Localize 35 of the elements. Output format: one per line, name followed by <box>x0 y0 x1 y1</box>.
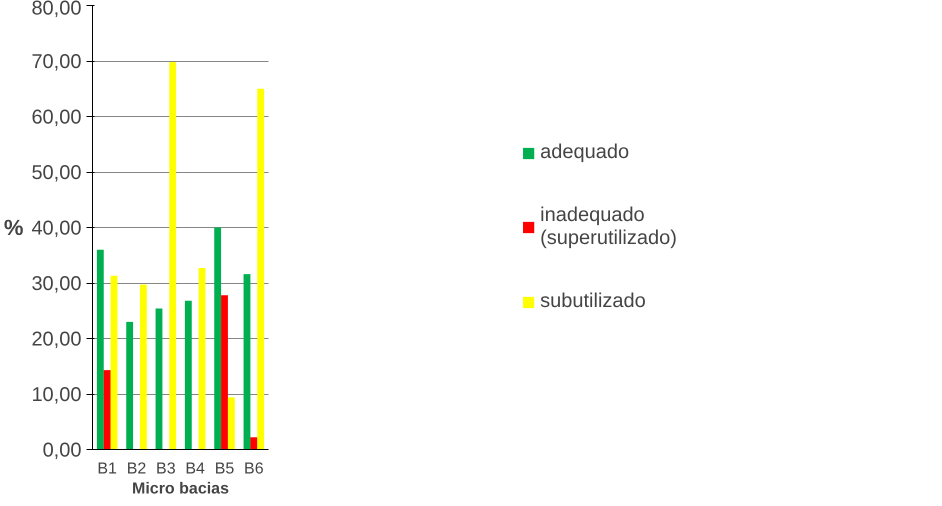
bar <box>198 268 206 450</box>
y-tick-label: 0,00 <box>42 440 82 462</box>
legend-label: adequado <box>540 141 630 164</box>
y-tick-label: 60,00 <box>31 106 82 128</box>
y-tick-label: 80,00 <box>31 0 82 20</box>
bar <box>184 300 192 450</box>
y-tick-label: 30,00 <box>31 273 82 295</box>
bar <box>214 228 222 450</box>
bar <box>250 437 258 450</box>
bar <box>96 250 104 450</box>
x-tick-label: B5 <box>214 460 234 478</box>
y-tick-label: 70,00 <box>31 51 82 73</box>
bar <box>169 62 176 450</box>
x-tick-label: B6 <box>244 460 264 478</box>
x-tick-label: B3 <box>156 460 176 478</box>
bar <box>104 370 111 450</box>
bar <box>140 284 147 450</box>
bar <box>257 88 264 450</box>
x-tick-label: B2 <box>126 460 146 478</box>
y-tick-label: 50,00 <box>31 162 82 184</box>
bar <box>110 276 118 450</box>
bar <box>126 322 134 450</box>
bar <box>156 308 162 450</box>
legend-label: subutilizado <box>540 290 646 313</box>
y-tick-label: 40,00 <box>31 218 82 240</box>
y-axis-title: % <box>4 215 24 240</box>
legend-label: inadequado (superutilizado) <box>540 204 677 250</box>
y-tick-label: 10,00 <box>31 384 82 406</box>
bar <box>244 274 250 450</box>
x-axis-title: Micro bacias <box>132 480 230 498</box>
bar <box>228 397 235 450</box>
y-tick-label: 20,00 <box>31 328 82 350</box>
bar <box>221 295 228 450</box>
x-tick-label: B4 <box>185 460 206 478</box>
x-tick-label: B1 <box>97 460 118 478</box>
